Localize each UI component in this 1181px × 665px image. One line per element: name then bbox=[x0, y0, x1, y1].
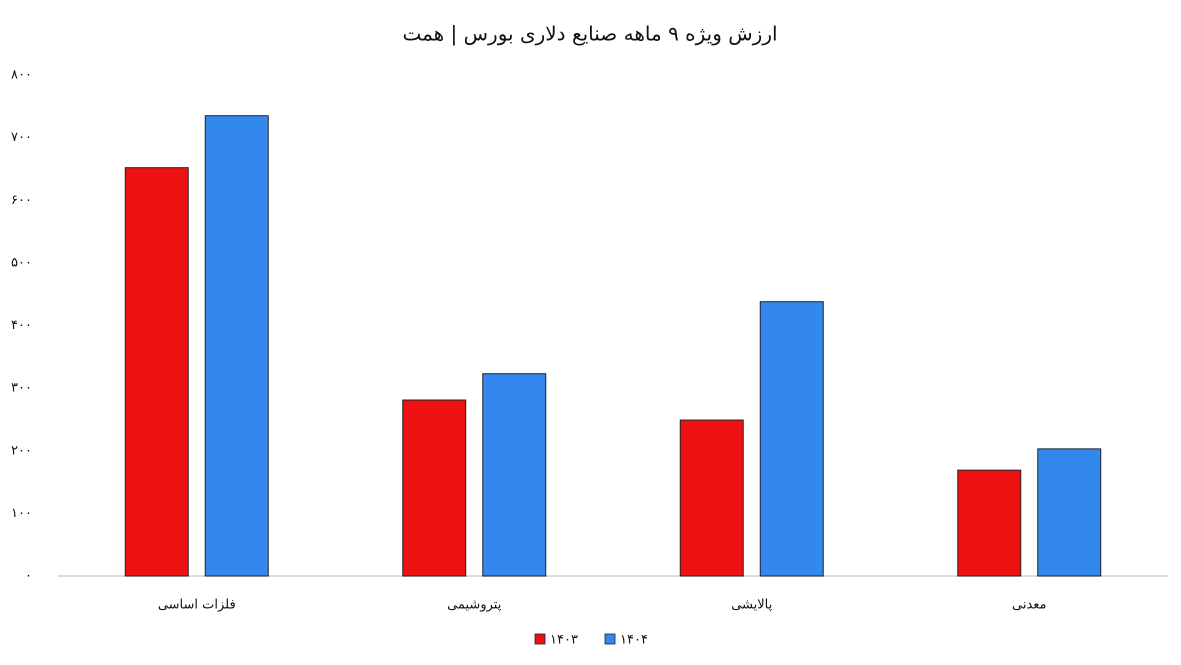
legend-label: ۱۴۰۳ bbox=[550, 633, 578, 648]
bar bbox=[204, 115, 269, 577]
y-tick-label: ۸۰۰ bbox=[11, 68, 32, 83]
y-tick-label: ۳۰۰ bbox=[11, 381, 32, 396]
x-tick-label: معدنی bbox=[1012, 598, 1047, 613]
bar bbox=[957, 469, 1022, 577]
bar bbox=[759, 301, 824, 577]
x-tick-label: پالایشی bbox=[731, 598, 772, 613]
y-tick-label: ۲۰۰ bbox=[11, 443, 32, 458]
bar bbox=[124, 167, 189, 577]
y-tick-label: ۱۰۰ bbox=[11, 506, 32, 521]
y-tick-label: ۵۰۰ bbox=[11, 255, 32, 270]
y-tick-label: ۰ bbox=[25, 569, 32, 584]
bar bbox=[679, 419, 744, 577]
x-tick-label: پتروشیمی bbox=[447, 598, 502, 613]
y-tick-label: ۴۰۰ bbox=[11, 318, 32, 333]
legend-swatch bbox=[604, 633, 616, 645]
legend-swatch bbox=[534, 633, 546, 645]
legend-label: ۱۴۰۴ bbox=[620, 633, 648, 648]
y-tick-label: ۷۰۰ bbox=[11, 130, 32, 145]
chart-title: ارزش ویژه ۹ ماهه صنایع دلاری بورس | همت bbox=[402, 22, 777, 46]
x-tick-label: فلزات اساسی bbox=[158, 598, 236, 613]
bar bbox=[482, 373, 547, 577]
bar bbox=[402, 399, 467, 577]
y-tick-label: ۶۰۰ bbox=[11, 193, 32, 208]
bar bbox=[1037, 448, 1102, 577]
